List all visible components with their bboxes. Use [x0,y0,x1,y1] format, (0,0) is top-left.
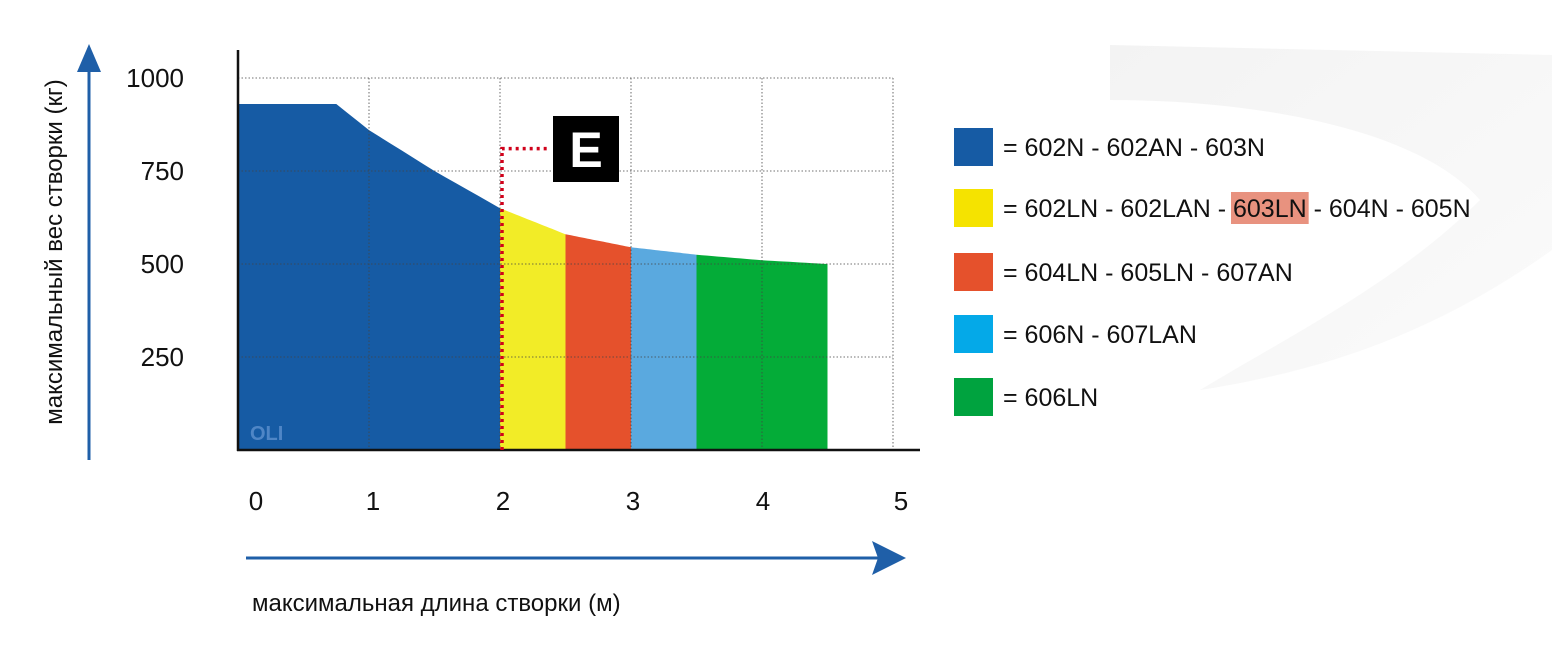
area-segment-1 [238,104,500,450]
x-tick-label: 5 [894,486,908,516]
axes [236,50,920,452]
legend-swatch [954,253,993,291]
x-tick-label: 0 [249,486,263,516]
legend-label-part: - 604N - 605N [1307,195,1471,223]
legend-label: = 602LN - 602LAN - 603LN - 604N - 605N [1003,195,1471,223]
legend-swatch [954,378,993,416]
legend-highlight-box [1231,192,1309,224]
x-tick-label: 4 [756,486,770,516]
legend-label-part: = 604LN - 605LN - 607AN [1003,259,1293,287]
x-arrow-head [872,541,906,575]
y-arrow-head [77,44,101,72]
legend: = 602N - 602AN - 603N = 602LN - 602LAN - … [954,128,1471,416]
background-swoosh [1110,45,1552,390]
grid-lines [238,77,894,450]
legend-label-part: = 602N - 602AN - 603N [1003,134,1265,162]
legend-label: = 604LN - 605LN - 607AN [1003,259,1293,287]
e-marker: E [500,116,619,450]
legend-swatch [954,128,993,166]
y-tick-label: 1000 [126,63,184,93]
x-axis-title: максимальная длина створки (м) [252,590,621,617]
x-tick-label: 1 [366,486,380,516]
area-segment-4 [631,247,697,450]
axis-arrows [77,44,906,575]
area-segments: OLI [238,104,828,450]
y-tick-label: 250 [141,342,184,372]
legend-label: = 606LN [1003,384,1098,412]
legend-label-part: = 606LN [1003,384,1098,412]
legend-item: = 604LN - 605LN - 607AN [954,253,1293,291]
x-tick-label: 3 [626,486,640,516]
legend-item: = 602LN - 602LAN - 603LN - 604N - 605N [954,189,1471,227]
marker-badge [553,116,619,182]
legend-label-part: = 606N - 607LAN [1003,321,1197,349]
legend-swatch [954,189,993,227]
area-segment-2 [500,208,566,450]
marker-label: E [569,122,602,178]
legend-item: = 602N - 602AN - 603N [954,128,1265,166]
y-axis-title: максимальный вес створки (кг) [41,79,68,424]
legend-item: = 606LN [954,378,1098,416]
y-tick-label: 750 [141,156,184,186]
legend-label: = 606N - 607LAN [1003,321,1197,349]
watermark-text: OLI [250,423,283,445]
tick-labels: 0 1 2 3 4 5 250 500 750 1000 [126,63,908,516]
legend-highlighted-model: 603LN [1233,195,1307,223]
marker-dotted-line [500,146,548,450]
legend-label-part: = 602LN - 602LAN - [1003,195,1233,223]
legend-item: = 606N - 607LAN [954,315,1197,353]
x-tick-label: 2 [496,486,510,516]
axis-labels: максимальная длина створки (м) максимальн… [41,79,621,617]
y-tick-label: 500 [141,249,184,279]
legend-swatch [954,315,993,353]
legend-label: = 602N - 602AN - 603N [1003,134,1265,162]
area-segment-3 [565,234,631,450]
